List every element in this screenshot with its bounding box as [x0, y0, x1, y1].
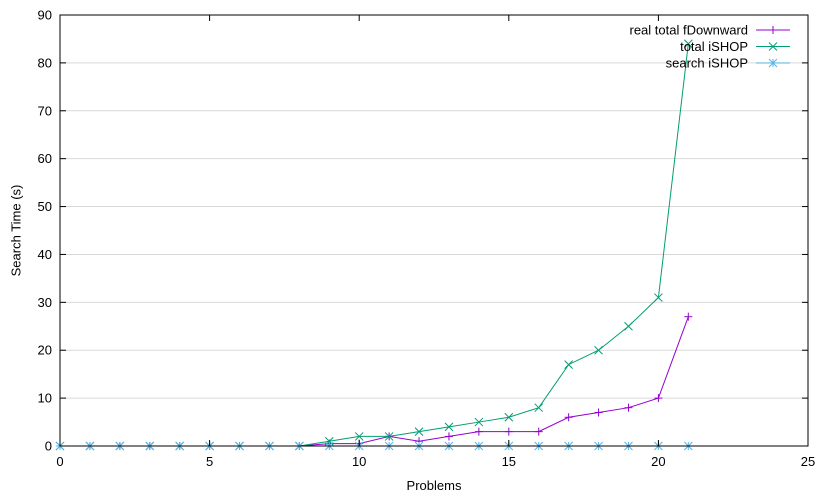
data-point	[444, 432, 453, 441]
axis-ticks: 0 10 20 30 40 50 60 70 80 90 0 5 10 15 20 25	[38, 8, 816, 470]
y-tick-label: 80	[38, 55, 52, 70]
legend-marker	[769, 26, 777, 34]
data-point	[534, 427, 543, 436]
data-point	[354, 432, 364, 441]
y-tick-label: 0	[45, 439, 52, 454]
plot-series	[55, 39, 693, 451]
x-tick-label: 10	[352, 454, 366, 469]
plot-frame	[59, 14, 809, 447]
y-tick-label: 70	[38, 103, 52, 118]
data-point	[474, 417, 484, 427]
data-point	[414, 427, 424, 436]
series-line	[60, 43, 689, 447]
data-point	[474, 427, 483, 436]
data-point	[594, 408, 603, 417]
y-tick-label: 90	[38, 8, 52, 23]
data-point	[504, 427, 513, 436]
x-tick-label: 5	[206, 454, 213, 469]
x-tick-label: 25	[801, 454, 815, 469]
legend-entry: total iSHOP	[680, 39, 790, 54]
data-point	[624, 403, 633, 412]
x-tick-label: 20	[651, 454, 665, 469]
data-point	[683, 39, 693, 49]
grid-lines	[60, 62, 808, 399]
y-tick-label: 60	[38, 151, 52, 166]
data-point	[684, 312, 693, 321]
data-point	[504, 412, 514, 422]
legend-label: search iSHOP	[666, 56, 748, 71]
series-1	[56, 312, 693, 450]
y-tick-label: 50	[38, 199, 52, 214]
x-tick-label: 15	[502, 454, 516, 469]
data-point	[444, 422, 454, 432]
data-point	[654, 394, 663, 403]
legend-marker	[768, 58, 778, 68]
data-point	[534, 403, 544, 413]
y-axis-label: Search Time (s)	[9, 185, 24, 277]
y-tick-label: 40	[38, 247, 52, 262]
legend-label: real total fDownward	[630, 23, 749, 38]
legend-marker	[768, 42, 778, 51]
y-tick-label: 10	[38, 391, 52, 406]
series-2	[55, 39, 693, 451]
data-point	[384, 432, 394, 441]
data-point	[594, 345, 603, 355]
data-point	[654, 293, 663, 302]
series-line	[60, 316, 689, 447]
y-tick-label: 20	[38, 343, 52, 358]
data-point	[564, 413, 573, 422]
legend-entry: search iSHOP	[666, 56, 790, 71]
legend-entry: real total fDownward	[630, 23, 790, 38]
x-tick-label: 0	[56, 454, 63, 469]
y-tick-label: 30	[38, 295, 52, 310]
data-point	[564, 360, 573, 369]
legend-label: total iSHOP	[680, 39, 748, 54]
data-point	[624, 321, 633, 331]
x-axis-label: Problems	[407, 478, 462, 493]
